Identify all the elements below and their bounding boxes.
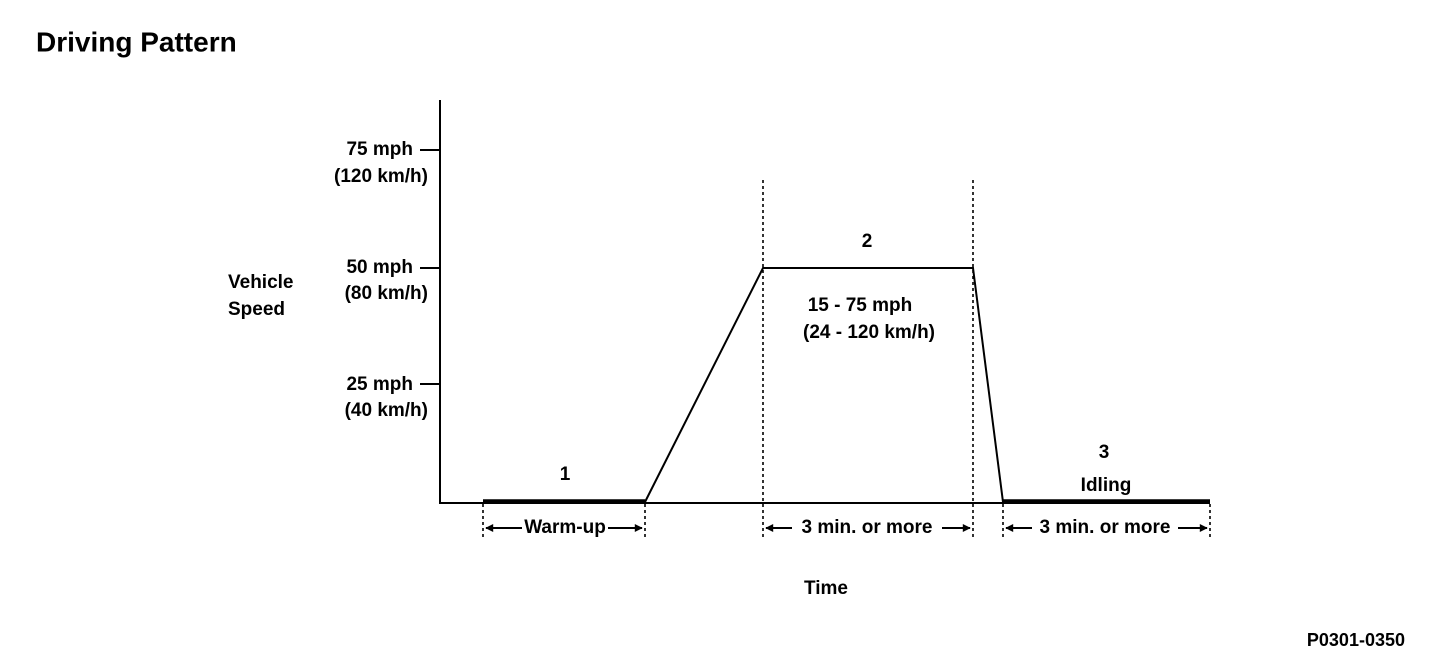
phase-range: (24 - 120 km/h) xyxy=(803,322,935,343)
phase-label: Idling xyxy=(1081,475,1132,496)
phase-boundaries xyxy=(482,180,1211,540)
tick-label: (80 km/h) xyxy=(345,283,428,304)
phase-duration: 3 min. or more xyxy=(802,517,933,538)
phase-number: 2 xyxy=(862,231,873,252)
phase-number: 1 xyxy=(560,464,571,485)
x-axis-label: Time xyxy=(804,578,848,599)
phase-number: 3 xyxy=(1099,442,1110,463)
speed-profile xyxy=(483,267,1210,503)
title: Driving Pattern xyxy=(36,26,237,57)
y-axis-label: Speed xyxy=(228,299,285,320)
tick-label: 75 mph xyxy=(346,139,413,160)
phase-duration: Warm-up xyxy=(524,517,606,538)
tick-label: 25 mph xyxy=(346,374,413,395)
tick-label: (40 km/h) xyxy=(345,400,428,421)
axes xyxy=(420,100,1210,504)
tick-label: 50 mph xyxy=(346,257,413,278)
y-axis-label: Vehicle xyxy=(228,272,294,293)
figure-id: P0301-0350 xyxy=(1307,630,1405,650)
tick-label: (120 km/h) xyxy=(334,166,428,187)
phase-duration: 3 min. or more xyxy=(1040,517,1171,538)
phase-range: 15 - 75 mph xyxy=(808,295,913,316)
